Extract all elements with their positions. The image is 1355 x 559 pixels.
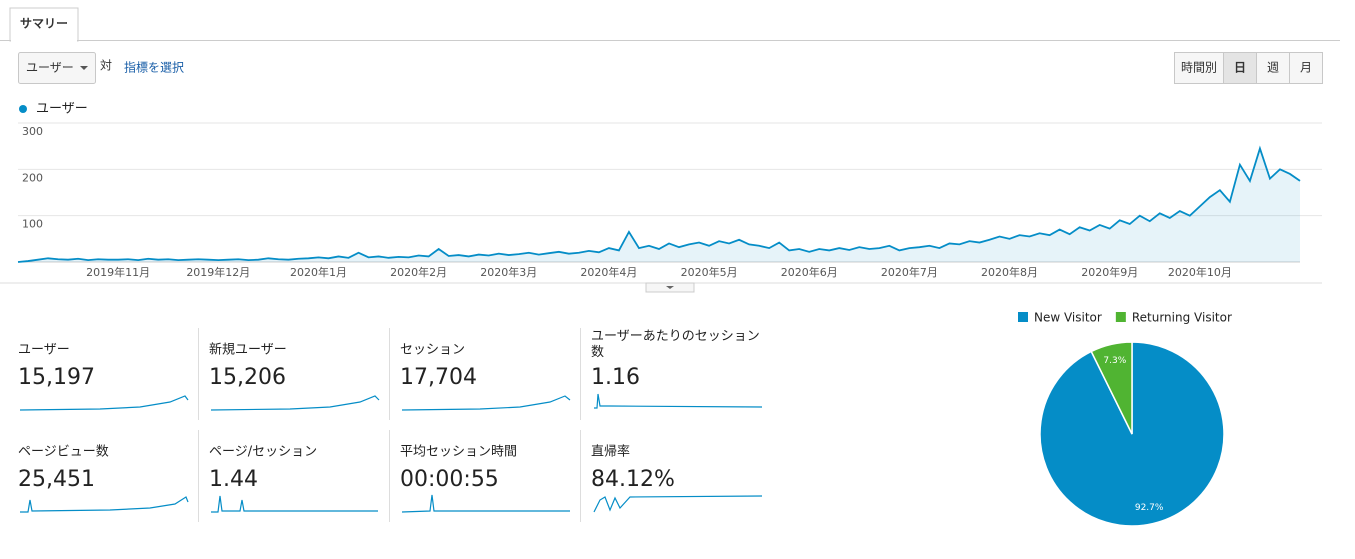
dropdown-arrow: [80, 66, 88, 70]
granularity-label[interactable]: 時間別: [1181, 61, 1217, 75]
x-tick-label: 2020年4月: [580, 265, 637, 279]
scorecard-label: ページビュー数: [18, 445, 109, 460]
select-metric-link[interactable]: 指標を選択: [124, 60, 184, 75]
scorecard-value: 1.16: [591, 365, 640, 390]
granularity-label[interactable]: 日: [1234, 61, 1246, 75]
sparkline: [401, 395, 571, 411]
sparklines: [19, 393, 763, 513]
scorecard-value: 15,197: [18, 365, 95, 390]
scorecard-label: 平均セッション時間: [400, 445, 517, 460]
x-tick-label: 2020年6月: [781, 265, 838, 279]
x-tick-label: 2020年8月: [981, 265, 1038, 279]
slice-label: 92.7%: [1135, 503, 1164, 513]
x-tick-label: 2019年12月: [186, 265, 250, 279]
legend-swatch: [1115, 312, 1126, 322]
scorecard-value: 17,704: [400, 365, 477, 390]
x-tick-label: 2020年2月: [390, 265, 447, 279]
x-tick-label: 2019年11月: [86, 265, 150, 279]
scorecard-value: 1.44: [209, 467, 258, 492]
metric-dropdown[interactable]: [18, 52, 96, 84]
granularity-button[interactable]: [1223, 52, 1257, 84]
legend-label: Returning Visitor: [1132, 311, 1232, 325]
x-tick-label: 2020年9月: [1081, 265, 1138, 279]
y-tick-label: 200: [22, 171, 43, 184]
scorecard-value: 25,451: [18, 467, 95, 492]
legend-swatch: [1018, 312, 1028, 322]
granularity-button[interactable]: [1256, 52, 1290, 84]
granularity-label[interactable]: 月: [1300, 61, 1312, 75]
scorecard-value: 00:00:55: [400, 467, 499, 492]
vs-label: 対: [100, 59, 112, 73]
sparkline: [19, 395, 189, 411]
legend-label: New Visitor: [1034, 311, 1102, 325]
x-tick-label: 2020年1月: [290, 265, 347, 279]
scorecard-label: ユーザー: [18, 343, 70, 358]
x-tick-label: 2020年7月: [881, 265, 938, 279]
sparkline: [594, 393, 763, 409]
y-tick-label: 100: [22, 218, 43, 231]
metric-select[interactable]: ユーザー: [26, 61, 74, 75]
x-tick-label: 2020年5月: [681, 265, 738, 279]
sparkline: [211, 495, 378, 513]
scorecard-label: ユーザーあたりのセッション数: [591, 329, 760, 360]
tab-label[interactable]: サマリー: [20, 17, 68, 31]
granularity-label[interactable]: 週: [1267, 61, 1279, 75]
slice-label: 7.3%: [1103, 356, 1126, 366]
sparkline: [20, 496, 189, 513]
scorecard-label: 新規ユーザー: [209, 342, 287, 358]
scorecard-label: 直帰率: [591, 444, 630, 460]
sparkline: [401, 494, 570, 513]
tab-join: [11, 38, 77, 42]
scorecard-value: 84.12%: [591, 467, 675, 492]
line: [17, 145, 1301, 263]
tab-box[interactable]: [9, 7, 79, 42]
area: [18, 148, 1300, 262]
x-tick-label: 2020年3月: [480, 265, 537, 279]
x-tick-label: 2020年10月: [1168, 265, 1232, 279]
sparkline: [210, 395, 380, 411]
y-tick-label: 300: [22, 125, 43, 138]
legend-marker: [19, 105, 27, 113]
pie-slice: [1090, 341, 1133, 435]
legend-label: ユーザー: [36, 102, 88, 117]
granularity-button[interactable]: [1289, 52, 1323, 84]
collapse-arrow: [666, 286, 674, 289]
scorecard-label: セッション: [400, 343, 465, 358]
scorecard-value: 15,206: [209, 365, 286, 390]
scorecard-label: ページ/セッション: [209, 445, 317, 460]
sparkline: [593, 495, 763, 513]
